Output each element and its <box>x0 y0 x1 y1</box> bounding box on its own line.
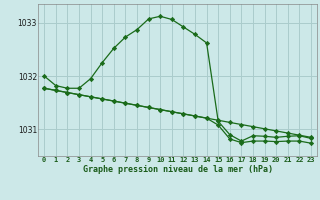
X-axis label: Graphe pression niveau de la mer (hPa): Graphe pression niveau de la mer (hPa) <box>83 165 273 174</box>
